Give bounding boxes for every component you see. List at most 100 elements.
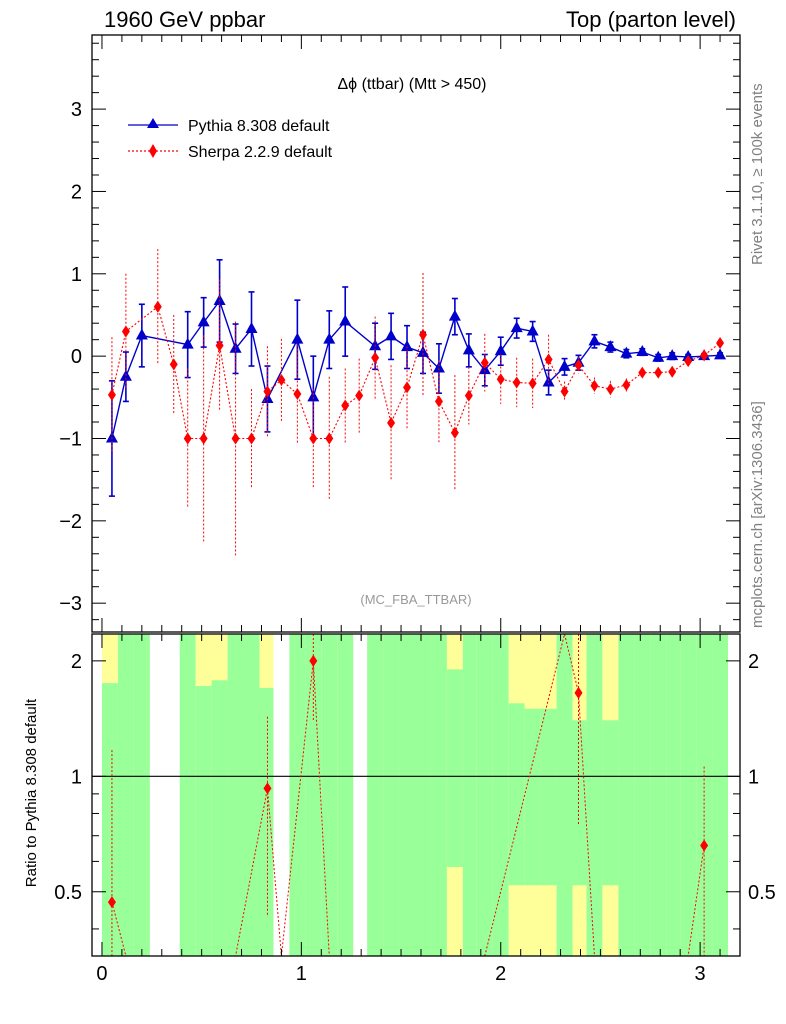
ratio-band-green bbox=[602, 720, 619, 886]
point-sherpa bbox=[169, 358, 178, 371]
ratio-frame bbox=[91, 633, 741, 957]
point-sherpa bbox=[215, 339, 224, 352]
point-sherpa bbox=[574, 359, 583, 372]
legend-label-pythia: Pythia 8.308 default bbox=[188, 118, 330, 135]
ratio-y-tick-label-right: 1 bbox=[748, 766, 759, 788]
point-sherpa bbox=[199, 432, 208, 445]
mcplots-label: mcplots.cern.ch [arXiv:1306.3436] bbox=[749, 401, 766, 628]
point-pythia bbox=[714, 348, 727, 360]
ratio-band-green bbox=[243, 634, 260, 956]
ratio-band-green bbox=[462, 634, 477, 956]
point-sherpa bbox=[450, 426, 459, 439]
y-tick-label: 3 bbox=[71, 99, 82, 121]
header-left: 1960 GeV ppbar bbox=[104, 7, 265, 32]
point-pythia bbox=[462, 343, 475, 355]
ratio-band-green bbox=[446, 669, 463, 868]
ratio-y-tick-label: 2 bbox=[71, 651, 82, 673]
point-sherpa bbox=[247, 432, 256, 445]
legend-item-sherpa: Sherpa 2.2.9 default bbox=[128, 144, 333, 161]
y-tick-label: 2 bbox=[71, 181, 82, 203]
point-sherpa bbox=[654, 366, 663, 379]
rivet-label: Rivet 3.1.10, ≥ 100k events bbox=[749, 83, 766, 265]
ratio-sherpa-point bbox=[263, 782, 272, 795]
analysis-label: (MC_FBA_TTBAR) bbox=[360, 592, 471, 607]
point-sherpa bbox=[528, 377, 537, 390]
point-sherpa bbox=[622, 378, 631, 391]
point-sherpa bbox=[512, 376, 521, 389]
ratio-sherpa-point bbox=[107, 896, 116, 909]
point-pythia bbox=[526, 324, 539, 336]
ratio-band-green bbox=[430, 634, 447, 956]
ratio-band-green bbox=[618, 634, 635, 956]
point-sherpa bbox=[277, 374, 286, 387]
point-pythia bbox=[604, 340, 617, 352]
point-sherpa bbox=[684, 355, 693, 368]
point-pythia bbox=[197, 315, 210, 327]
point-sherpa bbox=[480, 356, 489, 369]
ratio-band-green bbox=[680, 634, 697, 956]
ratio-ylabel: Ratio to Pythia 8.308 default bbox=[23, 698, 40, 887]
point-sherpa bbox=[590, 379, 599, 392]
point-sherpa bbox=[371, 351, 380, 364]
point-sherpa bbox=[293, 388, 302, 401]
ratio-y-tick-label-right: 2 bbox=[748, 651, 759, 673]
ratio-band-green bbox=[524, 708, 541, 886]
main-frame bbox=[91, 34, 741, 633]
point-sherpa bbox=[560, 385, 569, 398]
ratio-band-green bbox=[289, 634, 306, 956]
point-sherpa bbox=[121, 325, 130, 338]
point-pythia bbox=[416, 345, 429, 357]
point-sherpa bbox=[606, 383, 615, 396]
ratio-band-green bbox=[492, 634, 509, 956]
ratio-band-green bbox=[195, 685, 212, 956]
point-pythia bbox=[135, 328, 148, 340]
point-pythia bbox=[542, 375, 555, 387]
point-pythia bbox=[448, 309, 461, 321]
point-pythia bbox=[510, 321, 523, 333]
y-tick-label: 1 bbox=[71, 264, 82, 286]
ratio-band-green bbox=[211, 680, 228, 956]
ratio-band-green bbox=[666, 634, 681, 956]
ratio-band-green bbox=[227, 634, 244, 956]
legend: Pythia 8.308 default Sherpa 2.2.9 defaul… bbox=[128, 118, 333, 161]
ratio-y-tick-label: 1 bbox=[71, 766, 82, 788]
point-sherpa bbox=[231, 432, 240, 445]
y-tick-label: −1 bbox=[59, 428, 82, 450]
point-pythia bbox=[339, 314, 352, 326]
point-sherpa bbox=[544, 353, 553, 366]
ratio-band-green bbox=[556, 634, 573, 956]
header-right: Top (parton level) bbox=[566, 7, 736, 32]
x-tick-label: 2 bbox=[495, 963, 506, 985]
y-tick-label: 0 bbox=[71, 346, 82, 368]
y-tick-label: −2 bbox=[59, 511, 82, 533]
point-sherpa bbox=[418, 328, 427, 341]
main-panel: −3 −2 −1 0 1 2 3 bbox=[59, 34, 741, 633]
ratio-band-green bbox=[383, 634, 400, 956]
legend-label-sherpa: Sherpa 2.2.9 default bbox=[188, 144, 333, 161]
point-sherpa bbox=[355, 389, 364, 402]
ratio-y-tick-label: 0.5 bbox=[54, 882, 82, 904]
point-sherpa bbox=[700, 349, 709, 362]
point-sherpa bbox=[183, 432, 192, 445]
point-pythia bbox=[636, 345, 649, 357]
ratio-band-green bbox=[415, 634, 431, 956]
point-sherpa bbox=[403, 381, 412, 394]
point-sherpa bbox=[434, 395, 443, 408]
x-tick-label: 1 bbox=[296, 963, 307, 985]
point-sherpa bbox=[387, 416, 396, 429]
point-pythia bbox=[666, 349, 679, 361]
point-sherpa bbox=[263, 385, 272, 398]
ratio-band-green bbox=[586, 634, 603, 956]
point-pythia bbox=[385, 329, 398, 341]
ratio-band-green bbox=[259, 687, 274, 956]
ratio-band-green bbox=[367, 634, 384, 956]
point-sherpa bbox=[496, 373, 505, 386]
point-sherpa bbox=[107, 388, 116, 401]
ratio-band-green bbox=[399, 634, 416, 956]
ratio-band-green bbox=[337, 634, 354, 956]
point-pythia bbox=[432, 361, 445, 373]
ratio-band-green bbox=[650, 634, 667, 956]
ratio-band-green bbox=[476, 634, 493, 956]
point-pythia bbox=[323, 332, 336, 344]
